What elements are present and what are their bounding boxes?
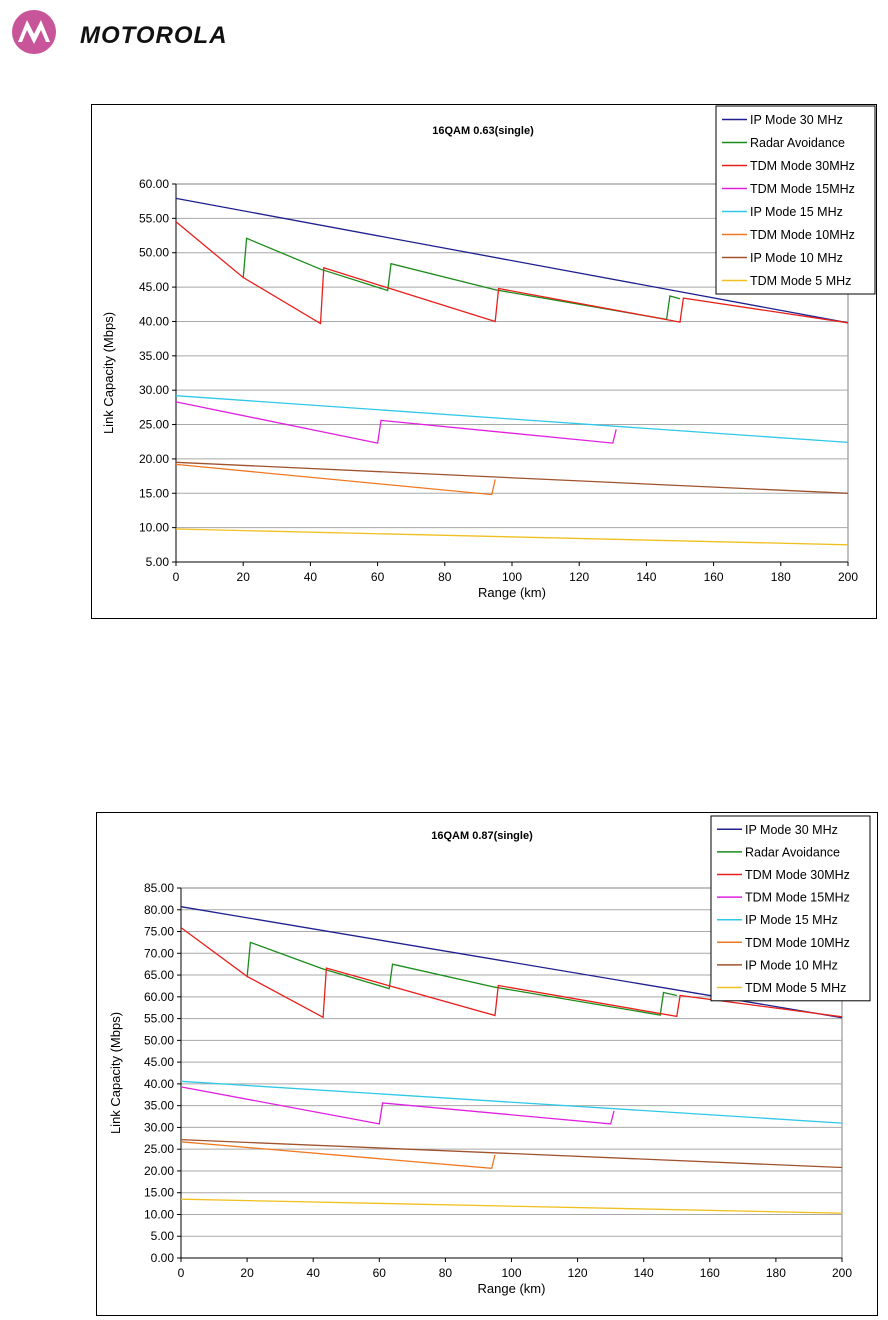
y-tick-label: 25.00 [144,1142,174,1156]
series-line-3 [180,1086,615,1125]
y-tick-label: 35.00 [139,349,169,363]
legend-label: TDM Mode 5 MHz [745,981,846,995]
chart-16qam-087: 0.00 5.00 10.00 15.00 20.00 25.00 30.00 35.00 40… [96,812,878,1316]
legend-label: IP Mode 15 MHz [745,913,838,927]
legend-label: TDM Mode 10MHz [745,936,850,950]
y-tick-label: 25.00 [139,418,169,432]
legend-label: TDM Mode 15MHz [750,182,855,196]
series-line-5 [175,463,496,496]
legend-label: IP Mode 10 MHz [750,251,843,265]
y-tick-label: 10.00 [139,521,169,535]
y-tick-label: 60.00 [144,990,174,1004]
x-tick-label: 140 [634,1266,654,1280]
series-line-2 [180,927,843,1019]
x-tick-label: 60 [373,1266,387,1280]
legend-label: IP Mode 10 MHz [745,958,838,972]
x-tick-label: 180 [771,570,791,584]
y-tick-label: 80.00 [144,903,174,917]
y-tick-label: 50.00 [139,246,169,260]
series-line-6 [180,1138,843,1169]
x-tick-label: 40 [304,570,318,584]
y-tick-label: 45.00 [139,280,169,294]
x-tick-label: 80 [439,1266,453,1280]
legend-label: IP Mode 30 MHz [750,113,843,127]
y-tick-label: 85.00 [144,881,174,895]
y-tick-label: 55.00 [139,211,169,225]
y-tick-label: 20.00 [139,452,169,466]
x-tick-label: 20 [240,1266,254,1280]
x-tick-label: 20 [237,570,251,584]
y-tick-label: 5.00 [146,555,170,569]
x-tick-label: 160 [704,570,724,584]
y-tick-label: 15.00 [139,486,169,500]
x-tick-label: 0 [173,570,180,584]
legend-label: TDM Mode 30MHz [745,868,850,882]
series-line-6 [175,461,849,494]
legend-label: Radar Avoidance [750,136,845,150]
motorola-batwing-icon [12,10,56,54]
y-tick-label: 35.00 [144,1099,174,1113]
x-tick-label: 100 [502,570,522,584]
legend-label: TDM Mode 5 MHz [750,274,851,288]
series-line-1 [242,237,681,321]
legend-label: TDM Mode 10MHz [750,228,855,242]
x-tick-label: 200 [832,1266,852,1280]
x-tick-label: 40 [307,1266,321,1280]
y-tick-label: 45.00 [144,1055,174,1069]
series-line-7 [180,1198,843,1214]
x-tick-label: 120 [568,1266,588,1280]
y-tick-label: 70.00 [144,946,174,960]
brand-name: MOTOROLA [80,22,228,49]
y-axis-label: Link Capacity (Mbps) [108,1012,123,1134]
y-tick-label: 30.00 [139,383,169,397]
y-tick-label: 10.00 [144,1207,174,1221]
legend-label: IP Mode 15 MHz [750,205,843,219]
legend-label: TDM Mode 30MHz [750,159,855,173]
y-tick-label: 15.00 [144,1186,174,1200]
chart-title: 16QAM 0.87(single) [431,830,533,842]
x-axis-label: Range (km) [478,585,546,600]
series-line-3 [175,401,617,444]
y-tick-label: 0.00 [151,1251,175,1265]
x-tick-label: 100 [501,1266,521,1280]
y-tick-label: 30.00 [144,1120,174,1134]
series-line-1 [246,941,677,1016]
legend-label: Radar Avoidance [745,845,840,859]
motorola-logo: MOTOROLA [10,8,270,56]
series-line-0 [175,197,849,324]
y-tick-label: 40.00 [144,1077,174,1091]
legend-label: IP Mode 30 MHz [745,823,838,837]
x-tick-label: 0 [178,1266,185,1280]
y-tick-label: 50.00 [144,1033,174,1047]
series-line-7 [175,528,849,546]
x-tick-label: 60 [371,570,385,584]
y-tick-label: 65.00 [144,968,174,982]
x-axis-label: Range (km) [478,1281,546,1296]
y-tick-label: 20.00 [144,1164,174,1178]
chart-16qam-063: 5.00 10.00 15.00 20.00 25.00 30.00 35.00 40.00 4… [91,104,877,619]
chart-title: 16QAM 0.63(single) [432,125,534,137]
x-tick-label: 160 [700,1266,720,1280]
series-line-5 [180,1141,496,1169]
y-tick-label: 75.00 [144,925,174,939]
legend [715,105,876,295]
legend [710,815,871,1002]
x-tick-label: 120 [569,570,589,584]
x-tick-label: 180 [766,1266,786,1280]
y-tick-label: 60.00 [139,177,169,191]
y-tick-label: 55.00 [144,1012,174,1026]
y-tick-label: 40.00 [139,314,169,328]
x-tick-label: 80 [438,570,452,584]
x-tick-label: 140 [636,570,656,584]
series-line-4 [175,395,849,444]
y-axis-label: Link Capacity (Mbps) [101,312,116,434]
series-line-4 [180,1080,843,1124]
x-tick-label: 200 [838,570,858,584]
series-line-2 [175,221,849,325]
y-tick-label: 5.00 [151,1229,175,1243]
legend-label: TDM Mode 15MHz [745,891,850,905]
